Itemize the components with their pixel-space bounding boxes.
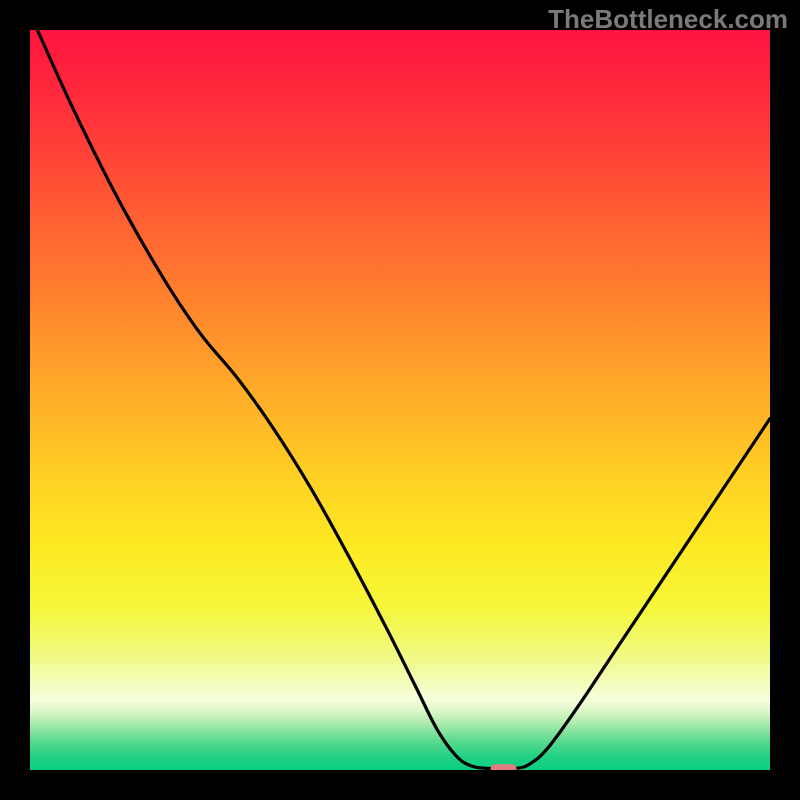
plot-area	[30, 30, 770, 770]
gradient-background	[30, 30, 770, 770]
optimal-marker	[491, 764, 517, 770]
chart-container: TheBottleneck.com	[0, 0, 800, 800]
chart-svg	[30, 30, 770, 770]
